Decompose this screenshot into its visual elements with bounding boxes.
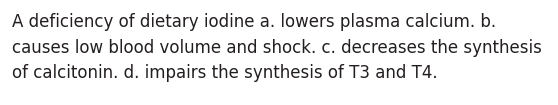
Text: A deficiency of dietary iodine a. lowers plasma calcium. b.
causes low blood vol: A deficiency of dietary iodine a. lowers…: [12, 13, 542, 82]
